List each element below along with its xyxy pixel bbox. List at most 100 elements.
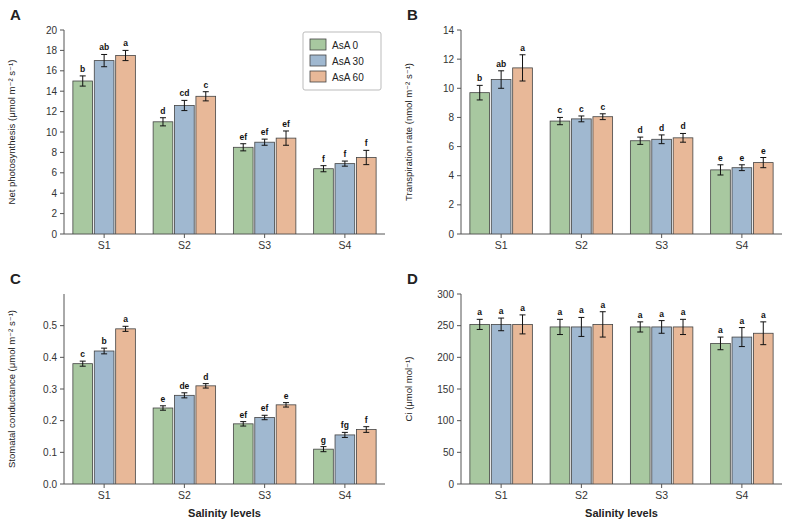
error-bar — [557, 117, 563, 124]
bar-annotation: a — [123, 314, 128, 324]
bar-annotation: c — [579, 104, 584, 114]
error-bar-cap — [342, 166, 348, 167]
error-bar-cap — [717, 337, 723, 338]
bar — [550, 327, 570, 484]
error-bar-stem — [763, 322, 764, 345]
y-axis-label: Ci (μmol mol⁻¹) — [403, 357, 414, 422]
y-tick — [457, 389, 461, 390]
error-bar — [101, 348, 107, 354]
error-bar — [739, 328, 745, 347]
y-tick-label: 0.1 — [43, 447, 57, 458]
error-bar-stem — [286, 403, 287, 407]
y-tick-label: 0.3 — [43, 384, 57, 395]
x-tick-label: S4 — [338, 239, 351, 251]
x-tick — [501, 234, 502, 238]
bar-annotation: e — [740, 153, 745, 163]
error-bar-stem — [602, 114, 603, 120]
error-bar-stem — [479, 85, 480, 100]
error-bar-cap — [363, 432, 369, 433]
error-bar — [181, 393, 187, 398]
y-tick — [457, 204, 461, 205]
error-bar-cap — [477, 329, 483, 330]
bar-annotation: ab — [99, 42, 109, 52]
x-tick-label: S4 — [338, 489, 351, 501]
error-bar-cap — [498, 70, 504, 71]
error-bar-stem — [366, 427, 367, 433]
error-bar-cap — [557, 334, 563, 335]
y-axis-label: Net photosynthesis (μmol m⁻² s⁻¹) — [6, 60, 17, 205]
error-bar-cap — [203, 388, 209, 389]
error-bar-cap — [637, 137, 643, 138]
bar-annotation: a — [638, 310, 643, 320]
y-tick-label: 300 — [437, 289, 454, 300]
y-axis — [64, 294, 65, 484]
error-bar-cap — [717, 164, 723, 165]
x-tick-label: S3 — [258, 489, 271, 501]
error-bar-cap — [717, 174, 723, 175]
error-bar-cap — [600, 119, 606, 120]
x-tick-label: S3 — [655, 239, 668, 251]
bar — [153, 122, 173, 234]
error-bar-cap — [739, 164, 745, 165]
y-tick-label: 0.0 — [43, 479, 57, 490]
x-tick — [501, 484, 502, 488]
error-bar-stem — [82, 361, 83, 366]
y-tick — [60, 389, 64, 390]
legend-swatch — [310, 39, 326, 50]
y-tick-label: 6 — [448, 141, 454, 152]
bar-annotation: a — [659, 309, 664, 319]
bar-annotation: d — [638, 125, 643, 135]
bar — [73, 81, 93, 234]
y-tick — [60, 452, 64, 453]
annotations: bcdeabcdeacde — [477, 43, 766, 163]
bar — [314, 449, 334, 484]
y-tick-label: 0 — [448, 479, 454, 490]
error-bar-cap — [181, 392, 187, 393]
error-bar — [363, 150, 369, 164]
error-bar-stem — [344, 432, 345, 437]
bar-annotation: ef — [261, 127, 269, 137]
y-axis — [461, 30, 462, 234]
bar — [116, 329, 136, 484]
legend-swatch — [310, 71, 326, 82]
error-bar-stem — [184, 100, 185, 110]
error-bar-cap — [680, 133, 686, 134]
x-tick — [661, 484, 662, 488]
error-bar-cap — [283, 407, 289, 408]
error-bar-stem — [501, 71, 502, 88]
x-tick-label: S1 — [495, 239, 508, 251]
bar-annotation: g — [321, 435, 326, 445]
error-bar-cap — [123, 326, 129, 327]
error-bar-stem — [104, 348, 105, 354]
bar-annotation: a — [718, 325, 723, 335]
bar-annotation: a — [761, 310, 766, 320]
error-bar-cap — [262, 139, 268, 140]
y-tick-label: 14 — [46, 86, 58, 97]
legend-label: AsA 0 — [332, 40, 359, 51]
x-axis-label: Salinity levels — [188, 507, 261, 519]
error-bar-cap — [283, 402, 289, 403]
y-tick — [457, 452, 461, 453]
bar — [94, 61, 114, 234]
error-bar-cap — [240, 150, 246, 151]
error-bar-stem — [640, 137, 641, 144]
error-bar — [262, 139, 268, 145]
bar — [491, 324, 511, 484]
y-tick — [60, 70, 64, 71]
x-tick-label: S1 — [98, 239, 111, 251]
error-bar-stem — [243, 144, 244, 151]
x-tick-label: S2 — [178, 489, 191, 501]
error-bar-cap — [520, 314, 526, 315]
error-bar-stem — [104, 54, 105, 66]
error-bar — [477, 85, 483, 100]
error-bar-cap — [477, 85, 483, 86]
error-bar-stem — [522, 55, 523, 81]
error-bar-stem — [640, 322, 641, 332]
error-bar-cap — [557, 124, 563, 125]
error-bar-cap — [203, 91, 209, 92]
x-tick-label: S2 — [178, 239, 191, 251]
error-bar-stem — [720, 337, 721, 350]
y-tick-label: 16 — [46, 65, 58, 76]
legend-box — [303, 32, 381, 90]
error-bar-cap — [101, 348, 107, 349]
